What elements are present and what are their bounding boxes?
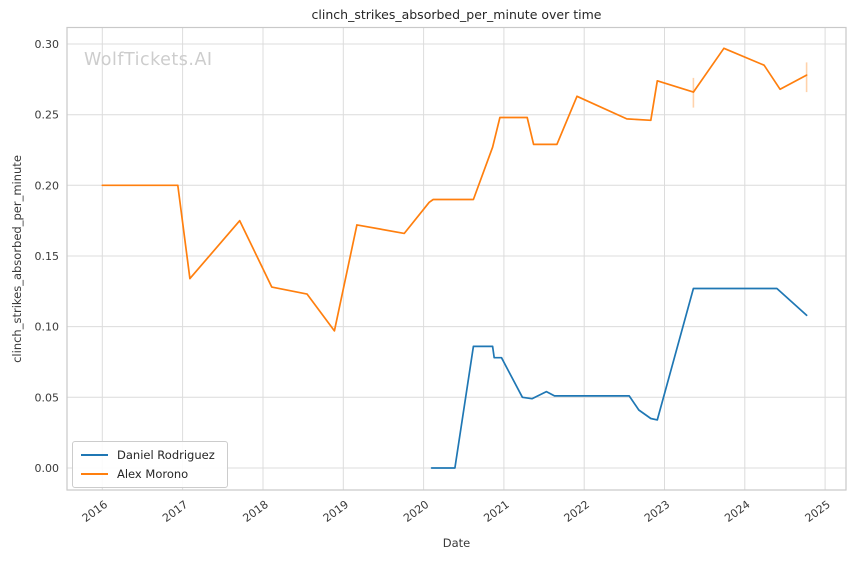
y-tick-label: 0.00 [35,462,60,475]
y-axis-label: clinch_strikes_absorbed_per_minute [10,155,24,363]
chart-title: clinch_strikes_absorbed_per_minute over … [311,7,602,22]
x-tick-label: 2016 [80,498,110,525]
x-axis-label: Date [442,536,471,550]
x-tick-label: 2022 [562,498,592,525]
legend-swatch-daniel-rodriguez [81,454,108,456]
series-line [101,47,808,332]
series-line [430,287,808,469]
legend-item-alex-morono: Alex Morono [81,467,215,481]
x-tick-label: 2017 [160,498,190,525]
legend-item-daniel-rodriguez: Daniel Rodriguez [81,448,215,462]
plot-border [66,26,847,491]
y-tick-label: 0.20 [35,179,60,192]
y-tick-label: 0.05 [35,391,60,404]
x-tick-label: 2018 [240,498,270,525]
legend-swatch-alex-morono [81,473,108,475]
y-tick-label: 0.10 [35,321,60,334]
x-tick-label: 2024 [722,498,752,525]
y-tick-label: 0.15 [35,250,60,263]
y-tick-label: 0.25 [35,109,60,122]
x-tick-label: 2021 [481,498,511,525]
x-tick-label: 2019 [321,498,351,525]
legend: Daniel Rodriguez Alex Morono [72,441,228,488]
y-tick-label: 0.30 [35,38,60,51]
legend-label-daniel-rodriguez: Daniel Rodriguez [117,448,215,462]
x-tick-label: 2025 [803,498,833,525]
x-tick-label: 2023 [642,498,672,525]
x-tick-label: 2020 [401,498,431,525]
watermark: WolfTickets.AI [84,50,213,70]
legend-label-alex-morono: Alex Morono [117,467,189,481]
